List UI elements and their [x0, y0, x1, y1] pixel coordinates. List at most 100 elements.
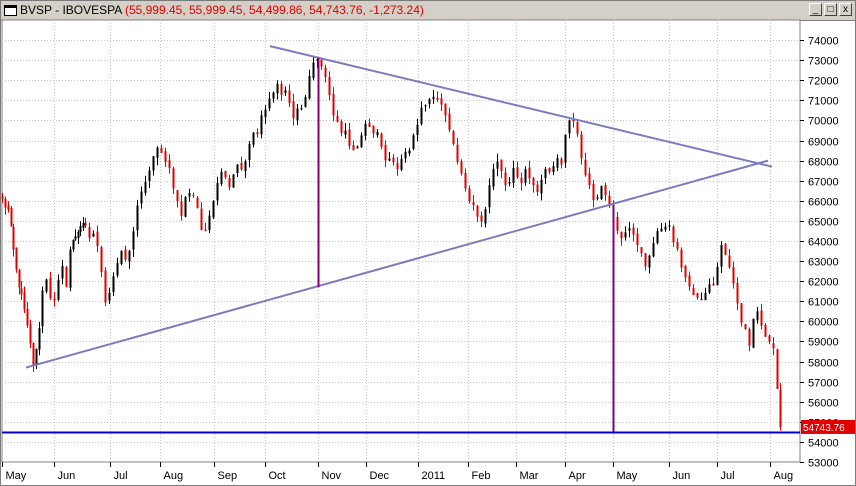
- candle-body: [588, 173, 591, 185]
- candle-down: [464, 168, 467, 192]
- maximize-button[interactable]: □: [824, 3, 837, 16]
- candle-body: [708, 284, 711, 293]
- candle-body: [444, 103, 447, 116]
- candle-body: [264, 109, 267, 118]
- candle-up: [296, 103, 299, 126]
- candle-body: [404, 151, 407, 159]
- candle-up: [388, 152, 391, 162]
- candle-body: [72, 239, 75, 250]
- candle-down: [772, 337, 775, 356]
- candle-up: [79, 221, 82, 237]
- candle-body: [620, 231, 623, 239]
- candle-body: [160, 147, 163, 153]
- lower-trendline: [25, 159, 769, 369]
- last-price-label: 54743.76: [803, 423, 845, 434]
- candle-body: [236, 164, 239, 174]
- candle-up: [300, 104, 303, 111]
- candle-down: [684, 264, 687, 282]
- candle-down: [520, 172, 523, 191]
- candle-down: [256, 128, 259, 138]
- y-tick-label: 68000: [808, 157, 839, 169]
- candle-down: [172, 166, 175, 194]
- candle-up: [552, 161, 555, 176]
- candle-body: [536, 184, 539, 193]
- candle-up: [77, 230, 80, 244]
- candle-body: [392, 157, 395, 163]
- y-tick-label: 74000: [808, 36, 839, 48]
- candle-body: [88, 227, 91, 238]
- candle-body: [35, 348, 38, 365]
- candle-body: [560, 158, 563, 165]
- candle-down: [560, 157, 563, 169]
- candle-down: [572, 112, 575, 128]
- candle-up: [700, 292, 703, 301]
- candle-down: [340, 119, 343, 137]
- candle-body: [380, 133, 383, 147]
- window-menu-icon[interactable]: [4, 5, 17, 16]
- candle-body: [388, 158, 391, 161]
- candle-up: [356, 145, 359, 149]
- minimize-button[interactable]: _: [809, 3, 822, 16]
- candle-body: [38, 328, 41, 350]
- candle-body: [652, 243, 655, 257]
- candle-down: [440, 93, 443, 112]
- candle-body: [12, 226, 15, 250]
- candle-body: [488, 185, 491, 208]
- y-tick-label: 71000: [808, 96, 839, 108]
- candle-body: [108, 292, 111, 301]
- candle-up: [57, 274, 60, 302]
- candle-body: [700, 299, 703, 301]
- candle-up: [424, 104, 427, 112]
- candle-up: [136, 199, 139, 237]
- candle-up: [116, 257, 119, 278]
- candle-down: [240, 156, 243, 171]
- candle-body: [240, 162, 243, 170]
- candle-down: [584, 152, 587, 177]
- candle-body: [184, 197, 187, 217]
- candle-body: [460, 160, 463, 174]
- candle-body: [528, 167, 531, 179]
- candle-up: [524, 166, 527, 186]
- candle-body: [164, 151, 167, 163]
- candle-body: [232, 174, 235, 188]
- candle-body: [632, 227, 635, 235]
- candle-up: [664, 222, 667, 232]
- candle-body: [568, 120, 571, 134]
- candle-down: [96, 225, 99, 253]
- candle-body: [340, 121, 343, 133]
- candle-down: [336, 110, 339, 123]
- candle-body: [228, 177, 231, 188]
- candle-up: [188, 188, 191, 202]
- candle-up: [276, 80, 279, 100]
- candle-down: [779, 382, 782, 431]
- candle-down: [20, 281, 23, 300]
- upper-trendline: [269, 45, 773, 168]
- candle-body: [464, 172, 467, 189]
- candle-up: [220, 168, 223, 186]
- candle-body: [352, 144, 355, 151]
- candle-body: [596, 197, 599, 199]
- candle-up: [404, 148, 407, 163]
- candle-up: [660, 223, 663, 232]
- candle-body: [18, 270, 21, 288]
- candle-body: [328, 77, 331, 95]
- candle-body: [82, 223, 85, 228]
- x-tick-label: 2011: [422, 470, 446, 482]
- candle-body: [116, 263, 119, 276]
- candle-down: [372, 125, 375, 138]
- candle-up: [284, 86, 287, 96]
- candle-up: [264, 105, 267, 124]
- candle-down: [4, 196, 7, 215]
- candle-down: [320, 57, 323, 70]
- candle-up: [716, 262, 719, 286]
- candle-body: [128, 250, 131, 262]
- candle-down: [84, 217, 87, 229]
- candle-down: [196, 196, 199, 209]
- close-button[interactable]: x: [839, 3, 852, 16]
- candle-body: [368, 122, 371, 127]
- candle-down: [588, 167, 591, 190]
- candle-down: [768, 334, 771, 344]
- candle-body: [196, 197, 199, 208]
- x-tick-label: Oct: [269, 470, 286, 482]
